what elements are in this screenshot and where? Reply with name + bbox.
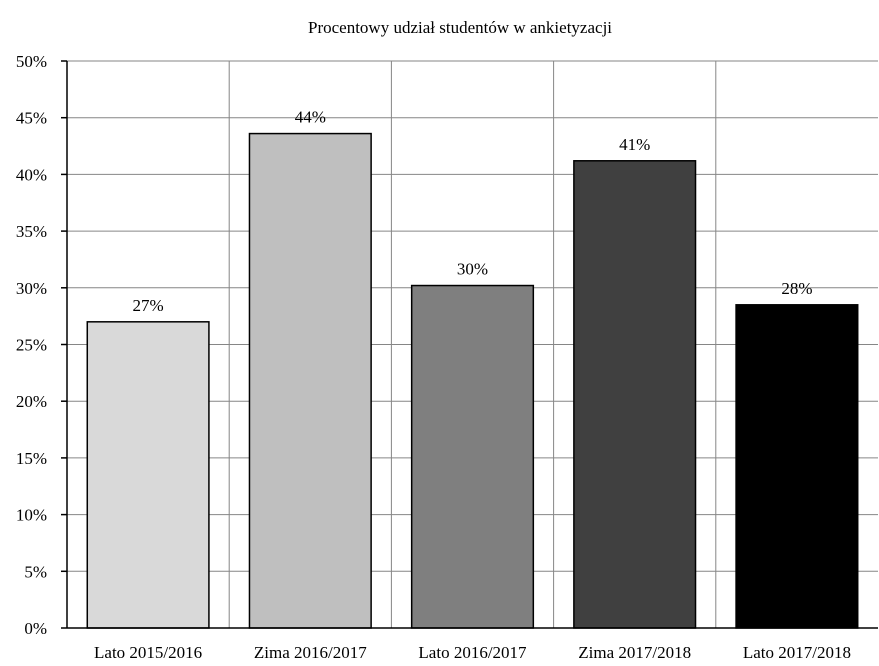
bar — [573, 160, 697, 629]
data-labels: 27% 44% 30% 41% 28% — [133, 108, 813, 315]
y-tick-label: 0% — [24, 619, 47, 638]
x-tick-label: Zima 2017/2018 — [578, 643, 691, 661]
y-tick-label: 45% — [16, 109, 47, 128]
x-tick-label: Lato 2015/2016 — [94, 643, 202, 661]
data-label: 44% — [295, 108, 326, 127]
y-tick-label: 25% — [16, 336, 47, 355]
bar — [248, 132, 372, 629]
y-tick-label: 40% — [16, 165, 47, 184]
bar — [735, 304, 859, 629]
y-tick-label: 30% — [16, 279, 47, 298]
data-label: 41% — [619, 135, 650, 154]
x-tick-label: Lato 2016/2017 — [418, 643, 527, 661]
y-tick-label: 5% — [24, 562, 47, 581]
y-tick-label: 15% — [16, 449, 47, 468]
x-tick-label: Zima 2016/2017 — [254, 643, 367, 661]
x-tick-label: Lato 2017/2018 — [743, 643, 851, 661]
y-tick-label: 10% — [16, 506, 47, 525]
y-tick-label: 35% — [16, 222, 47, 241]
chart-title: Procentowy udział studentów w ankietyzac… — [308, 18, 612, 37]
bar — [410, 284, 535, 629]
bars — [86, 132, 859, 629]
y-tick-label: 50% — [16, 52, 47, 71]
data-label: 30% — [457, 260, 488, 279]
data-label: 27% — [133, 296, 164, 315]
axes: 0% 5% 10% 15% 20% 25% 30% 35% 40% 45% 50% Lato 2015… — [16, 52, 878, 662]
y-tick-label: 20% — [16, 392, 47, 411]
bar — [86, 321, 210, 629]
data-label: 28% — [781, 279, 812, 298]
